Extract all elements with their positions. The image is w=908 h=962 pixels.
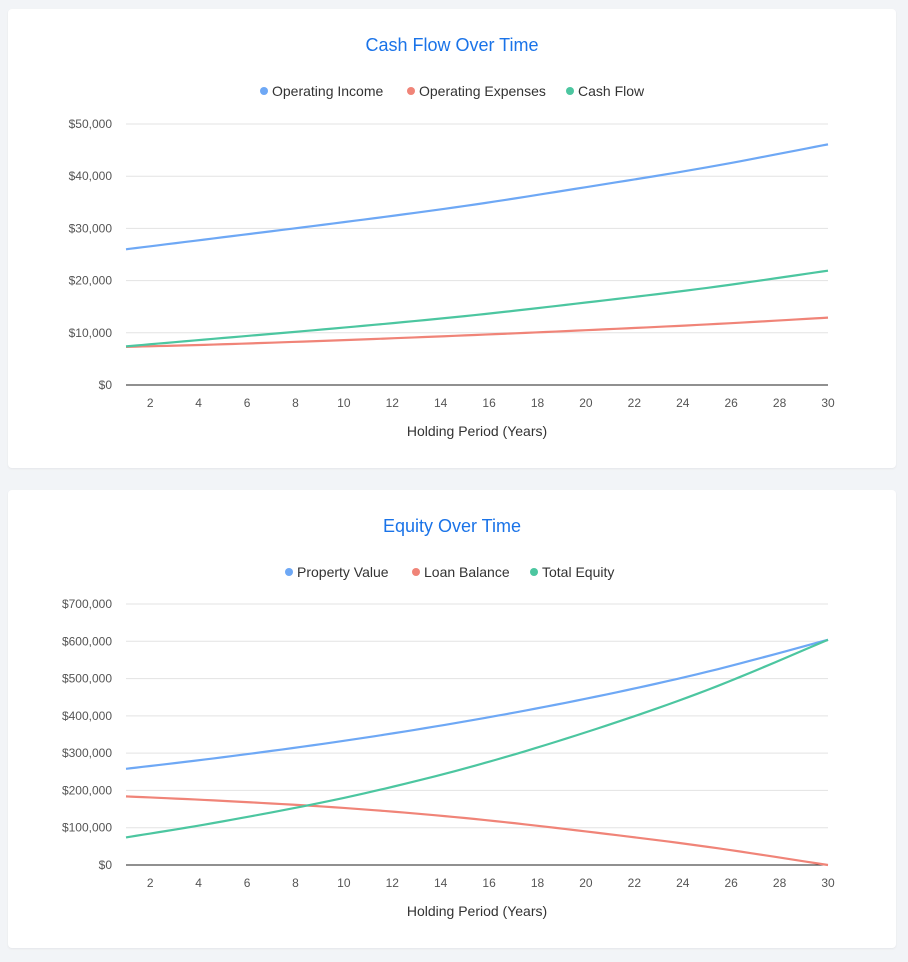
series-line-cash-flow[interactable] [125, 269, 829, 348]
y-tick-label: $20,000 [69, 274, 113, 288]
legend-item-operating-expenses[interactable]: Operating Expenses [407, 83, 546, 99]
legend-label: Cash Flow [578, 83, 645, 99]
x-tick-label: 6 [244, 876, 251, 890]
series-line-property-value[interactable] [125, 638, 829, 770]
x-tick-label: 30 [821, 876, 835, 890]
x-tick-label: 24 [676, 876, 690, 890]
x-tick-label: 24 [676, 396, 690, 410]
y-tick-label: $50,000 [69, 117, 113, 131]
x-tick-label: 26 [724, 396, 738, 410]
legend-dot [407, 87, 415, 95]
series-line-loan-balance[interactable] [125, 795, 829, 867]
cash-flow-chart-card: Cash Flow Over Time Operating Income Opera… [8, 9, 896, 468]
series-line-operating-expenses[interactable] [125, 316, 829, 348]
y-tick-label: $300,000 [62, 746, 112, 760]
x-tick-label: 22 [628, 396, 642, 410]
x-tick-label: 8 [292, 876, 299, 890]
x-tick-label: 16 [482, 876, 496, 890]
series-line-operating-income[interactable] [125, 143, 829, 251]
x-tick-label: 20 [579, 396, 593, 410]
y-tick-label: $0 [99, 858, 113, 872]
x-tick-label: 28 [773, 396, 787, 410]
equity-chart-card: Equity Over Time Property Value Loan Balan… [8, 490, 896, 948]
x-tick-label: 2 [147, 876, 154, 890]
x-axis-title: Holding Period (Years) [407, 423, 547, 439]
y-tick-label: $100,000 [62, 821, 112, 835]
y-tick-label: $200,000 [62, 783, 112, 797]
legend-item-loan-balance[interactable]: Loan Balance [412, 564, 510, 580]
x-tick-label: 6 [244, 396, 251, 410]
x-tick-label: 20 [579, 876, 593, 890]
legend-item-operating-income[interactable]: Operating Income [260, 83, 383, 99]
legend-dot [412, 568, 420, 576]
equity-chart-title: Equity Over Time [383, 516, 521, 536]
y-tick-label: $10,000 [69, 326, 113, 340]
y-tick-label: $700,000 [62, 597, 112, 611]
legend-dot [260, 87, 268, 95]
legend-dot [285, 568, 293, 576]
cash-flow-chart: Cash Flow Over Time Operating Income Opera… [69, 35, 835, 439]
y-tick-label: $30,000 [69, 221, 113, 235]
y-tick-label: $500,000 [62, 672, 112, 686]
legend-dot [566, 87, 574, 95]
x-axis-title: Holding Period (Years) [407, 903, 547, 919]
x-tick-label: 14 [434, 396, 448, 410]
legend-item-cash-flow[interactable]: Cash Flow [566, 83, 645, 99]
x-tick-label: 10 [337, 396, 351, 410]
x-tick-label: 12 [386, 396, 400, 410]
legend-item-total-equity[interactable]: Total Equity [530, 564, 614, 580]
x-tick-label: 18 [531, 876, 545, 890]
x-tick-label: 14 [434, 876, 448, 890]
series-line-total-equity[interactable] [125, 638, 829, 839]
legend-label: Operating Expenses [419, 83, 546, 99]
x-tick-label: 8 [292, 396, 299, 410]
y-tick-label: $40,000 [69, 169, 113, 183]
equity-chart: Equity Over Time Property Value Loan Balan… [62, 516, 835, 919]
x-tick-label: 4 [195, 396, 202, 410]
legend-label: Operating Income [272, 83, 383, 99]
x-tick-label: 10 [337, 876, 351, 890]
legend-label: Loan Balance [424, 564, 510, 580]
cash-flow-chart-title: Cash Flow Over Time [365, 35, 538, 55]
legend-dot [530, 568, 538, 576]
legend-item-property-value[interactable]: Property Value [285, 564, 389, 580]
x-tick-label: 22 [628, 876, 642, 890]
x-tick-label: 12 [386, 876, 400, 890]
x-tick-label: 30 [821, 396, 835, 410]
x-tick-label: 28 [773, 876, 787, 890]
y-tick-label: $0 [99, 378, 113, 392]
x-tick-label: 4 [195, 876, 202, 890]
legend-label: Total Equity [542, 564, 614, 580]
x-tick-label: 26 [724, 876, 738, 890]
x-tick-label: 16 [482, 396, 496, 410]
y-tick-label: $600,000 [62, 634, 112, 648]
x-tick-label: 18 [531, 396, 545, 410]
y-tick-label: $400,000 [62, 709, 112, 723]
x-tick-label: 2 [147, 396, 154, 410]
legend-label: Property Value [297, 564, 389, 580]
